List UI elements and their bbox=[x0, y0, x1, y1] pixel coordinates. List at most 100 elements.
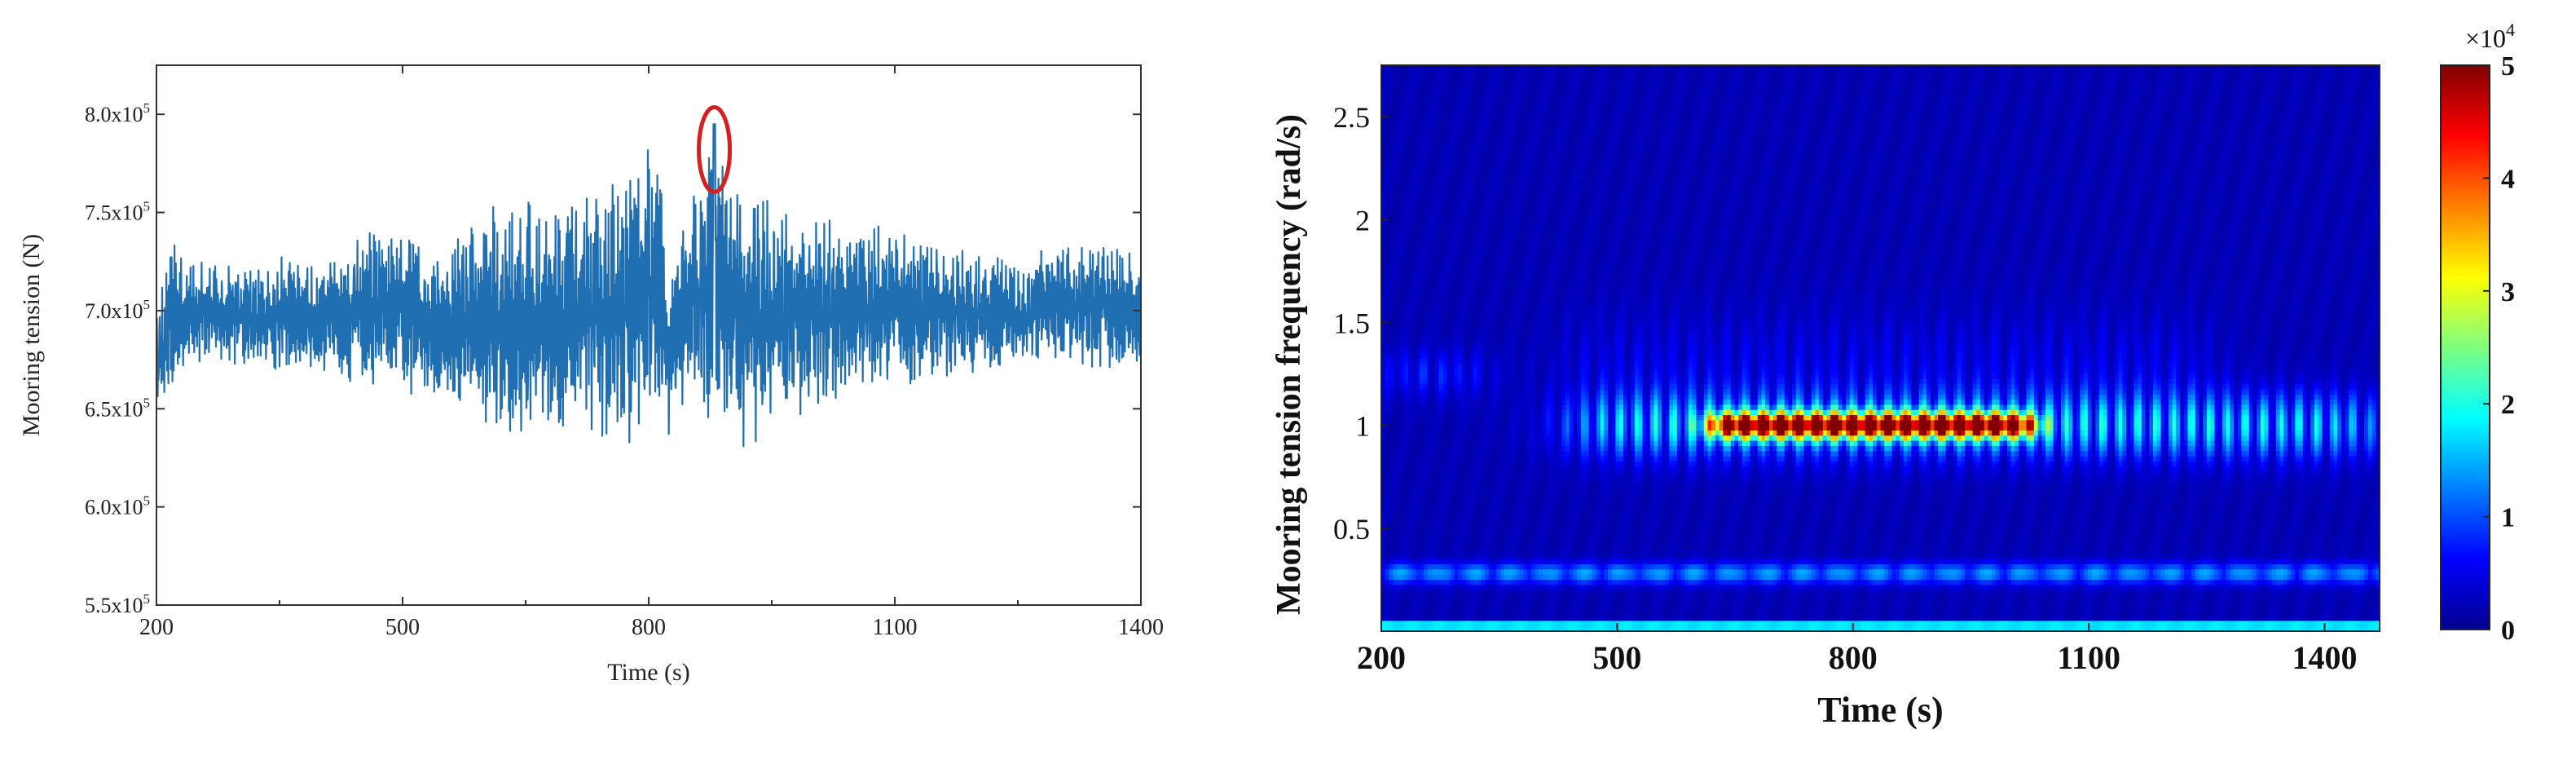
heatmap-cell bbox=[1385, 230, 1389, 236]
heatmap-cell bbox=[1404, 322, 1408, 328]
heatmap-cell bbox=[1385, 96, 1389, 102]
heatmap-cell bbox=[1401, 328, 1405, 334]
heatmap-cell bbox=[1397, 168, 1401, 174]
heatmap-cell bbox=[1420, 302, 1424, 307]
heatmap-cell bbox=[1385, 575, 1389, 581]
heatmap-cell bbox=[1416, 435, 1420, 441]
heatmap-cell bbox=[1401, 518, 1405, 524]
heatmap-cell bbox=[1412, 173, 1416, 179]
heatmap-cell bbox=[1397, 456, 1401, 462]
heatmap-cell bbox=[1385, 297, 1389, 303]
heatmap-cell bbox=[1397, 595, 1401, 601]
heatmap-cell bbox=[1401, 435, 1405, 441]
heatmap-cell bbox=[1416, 595, 1420, 601]
heatmap-cell bbox=[1420, 364, 1424, 369]
heatmap-cell bbox=[1389, 271, 1393, 276]
heatmap-cell bbox=[1412, 214, 1416, 220]
heatmap-cell bbox=[1420, 605, 1424, 611]
heatmap-cell bbox=[1420, 271, 1424, 276]
heatmap-cell bbox=[1408, 611, 1412, 616]
heatmap-cell bbox=[1408, 117, 1412, 122]
heatmap-cell bbox=[1404, 374, 1408, 380]
heatmap-cell bbox=[1408, 580, 1412, 585]
heatmap-cell bbox=[1404, 292, 1408, 298]
heatmap-cell bbox=[1385, 466, 1389, 472]
heatmap-cell bbox=[1408, 343, 1412, 349]
heatmap-cell bbox=[1393, 616, 1397, 621]
heatmap-cell bbox=[1404, 81, 1408, 86]
heatmap-cell bbox=[1408, 446, 1412, 452]
heatmap-cell bbox=[1420, 338, 1424, 343]
heatmap-cell bbox=[1408, 322, 1412, 328]
heatmap-cell bbox=[1420, 441, 1424, 447]
heatmap-cell bbox=[1408, 276, 1412, 282]
heatmap-cell bbox=[1401, 65, 1405, 71]
heatmap-cell bbox=[1393, 122, 1397, 127]
x-tick-label: 1400 bbox=[1118, 615, 1164, 640]
heatmap-cell bbox=[1397, 435, 1401, 441]
heatmap-cell bbox=[1385, 302, 1389, 307]
heatmap-cell bbox=[1404, 353, 1408, 359]
heatmap-cell bbox=[1420, 210, 1424, 215]
heatmap-cell bbox=[1401, 415, 1405, 421]
heatmap-cell bbox=[1404, 493, 1408, 498]
heatmap-cell bbox=[1393, 395, 1397, 400]
heatmap-cell bbox=[1401, 286, 1405, 292]
heatmap-cell bbox=[1412, 533, 1416, 539]
heatmap-cell bbox=[1393, 143, 1397, 148]
heatmap-cell bbox=[1404, 143, 1408, 148]
heatmap-cell bbox=[1412, 544, 1416, 550]
heatmap-cell bbox=[1416, 369, 1420, 374]
heatmap-cell bbox=[1401, 395, 1405, 400]
heatmap-cell bbox=[1420, 482, 1424, 488]
heatmap-cell bbox=[1420, 143, 1424, 148]
heatmap-cell bbox=[1424, 168, 1428, 174]
heatmap-cell bbox=[1424, 183, 1428, 189]
heatmap-cell bbox=[1389, 158, 1393, 164]
x-tick-label: 800 bbox=[632, 615, 666, 640]
heatmap-cell bbox=[1389, 343, 1393, 349]
heatmap-cell bbox=[1416, 451, 1420, 457]
heatmap-cell bbox=[1412, 441, 1416, 447]
heatmap-cell bbox=[1401, 508, 1405, 514]
heatmap-cell bbox=[1404, 462, 1408, 467]
heatmap-cell bbox=[1397, 241, 1401, 246]
heatmap-cell bbox=[1385, 353, 1389, 359]
heatmap-cell bbox=[1385, 513, 1389, 519]
heatmap-cell bbox=[1404, 456, 1408, 462]
heatmap-cell bbox=[1416, 389, 1420, 395]
heatmap-cell bbox=[1416, 538, 1420, 544]
heatmap-cell bbox=[1397, 513, 1401, 519]
heatmap-cell bbox=[1408, 549, 1412, 555]
heatmap-cell bbox=[1408, 518, 1412, 524]
heatmap-cell bbox=[1393, 312, 1397, 318]
heatmap-cell bbox=[1385, 600, 1389, 606]
heatmap-cell bbox=[1416, 508, 1420, 514]
heatmap-cell bbox=[1385, 106, 1389, 112]
heatmap-cell bbox=[1420, 204, 1424, 210]
heatmap-cell bbox=[1397, 585, 1401, 590]
heatmap-cell bbox=[1404, 96, 1408, 102]
heatmap-cell bbox=[1401, 117, 1405, 122]
heatmap-cell bbox=[1408, 493, 1412, 498]
heatmap-cell bbox=[1397, 466, 1401, 472]
heatmap-cell bbox=[1385, 132, 1389, 138]
heatmap-cell bbox=[1424, 152, 1428, 158]
heatmap-cell bbox=[1416, 580, 1420, 585]
x-tick-label: 200 bbox=[139, 615, 174, 640]
heatmap-cell bbox=[1412, 549, 1416, 555]
heatmap-cell bbox=[1424, 106, 1428, 112]
heatmap-cell bbox=[1404, 286, 1408, 292]
heatmap-cell bbox=[1401, 241, 1405, 246]
heatmap-cell bbox=[1416, 524, 1420, 529]
heatmap-cell bbox=[1401, 549, 1405, 555]
heatmap-cell bbox=[1420, 96, 1424, 102]
heatmap-cell bbox=[1408, 451, 1412, 457]
heatmap-cell bbox=[1397, 590, 1401, 596]
heatmap-cell bbox=[1412, 152, 1416, 158]
heatmap-cell bbox=[1404, 245, 1408, 251]
heatmap-cell bbox=[1408, 106, 1412, 112]
heatmap-cell bbox=[1385, 611, 1389, 616]
heatmap-cell bbox=[1404, 261, 1408, 267]
heatmap-cell bbox=[1389, 379, 1393, 385]
